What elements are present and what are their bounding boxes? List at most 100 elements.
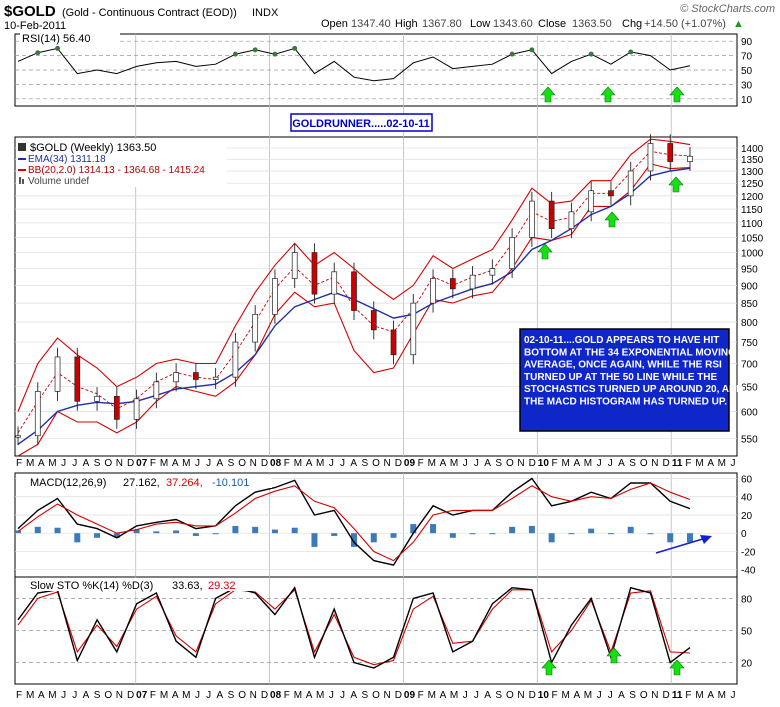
macd-histogram-bar [568, 533, 575, 535]
macd-histogram-bar [627, 526, 634, 534]
price-candle-body [94, 395, 100, 402]
price-x-label: N [517, 458, 524, 469]
macd-histogram-bar [528, 525, 535, 534]
price-x-label: O [372, 458, 380, 469]
price-x-label: J [731, 458, 736, 469]
sto-x-label: N [116, 690, 123, 701]
macd-histogram-bar [667, 533, 674, 543]
price-candle-body [34, 391, 41, 437]
macd-histogram-bar [212, 533, 219, 535]
sto-x-label: F [418, 690, 424, 701]
signal-legend-value: 37.264, [166, 477, 203, 489]
sto-x-label: A [440, 690, 447, 701]
price-legend: $GOLD (Weekly) 1363.50 EMA(34) 1311.18 B… [17, 139, 227, 187]
price-tick-label: 900 [741, 281, 758, 292]
macd-histogram-bar [232, 525, 239, 534]
sto-x-label: A [38, 690, 45, 701]
sto-x-label: O [104, 690, 112, 701]
price-x-label: S [362, 458, 369, 469]
macd-histogram-bar [34, 526, 41, 534]
sto-x-label: A [172, 690, 179, 701]
price-x-label: M [428, 458, 436, 469]
rsi-green-arrow-icon [540, 86, 556, 103]
price-candle-body [272, 278, 278, 315]
price-x-label: A [350, 458, 357, 469]
price-x-label: D [127, 458, 134, 469]
sto-x-label: 10 [538, 690, 550, 701]
sto-x-label: O [238, 690, 246, 701]
macd-tick-label: 20 [741, 511, 753, 522]
macd-histogram-bar [311, 533, 318, 547]
macd-tick-label: -40 [741, 566, 756, 577]
sto-x-label: J [474, 690, 479, 701]
macd-histogram-bar [588, 528, 595, 534]
price-x-label: 08 [270, 458, 282, 469]
macd-legend-value: 27.162, [123, 477, 160, 489]
price-x-label: O [104, 458, 112, 469]
price-x-label: J [474, 458, 479, 469]
hist-legend-value: -10.101 [212, 477, 249, 489]
price-x-label: A [83, 458, 90, 469]
sto-green-arrow-icon [541, 659, 557, 676]
price-tick-label: 1200 [741, 192, 764, 203]
low-value: 1343.60 [493, 18, 533, 30]
price-x-label: A [440, 458, 447, 469]
price-tick-label: 1000 [741, 249, 764, 260]
rsi-overbought-point [55, 45, 61, 51]
price-candle-body [647, 143, 654, 172]
macd-histogram-bar [548, 533, 555, 543]
price-legend-main: $GOLD (Weekly) 1363.50 [30, 142, 156, 154]
sto-x-label: J [463, 690, 468, 701]
sto-x-label: A [306, 690, 313, 701]
sto-tick-label: 80 [741, 594, 753, 605]
sto-x-label: M [48, 690, 56, 701]
macd-histogram-bar [687, 533, 693, 543]
macd-histogram-bar [133, 529, 140, 534]
price-candle-body [469, 274, 476, 290]
macd-line [17, 477, 691, 566]
macd-histogram-bar [449, 533, 456, 538]
price-x-label: M [316, 458, 324, 469]
sto-green-arrow-icon [669, 659, 685, 676]
price-x-label: S [495, 458, 502, 469]
sto-legend: Slow STO %K(14) %D(3) 33.63, 29.32 [17, 578, 257, 592]
macd-histogram-bar [489, 533, 496, 535]
rsi-tick-label: 70 [741, 52, 753, 63]
sto-tick-label: 50 [741, 627, 753, 638]
high-value: 1367.80 [422, 18, 462, 30]
sto-x-label: J [61, 690, 66, 701]
price-x-label: J [195, 458, 200, 469]
sto-x-label: O [506, 690, 514, 701]
sto-x-label: N [384, 690, 391, 701]
macd-histogram-bar [291, 527, 298, 534]
ema-legend-text: EMA(34) 1311.18 [28, 154, 106, 165]
sto-x-label: D [662, 690, 669, 701]
sto-x-label: S [495, 690, 502, 701]
series-layer [15, 45, 693, 669]
price-x-label: J [61, 458, 66, 469]
macd-trend-arrow-head [700, 535, 712, 544]
price-tick-label: 650 [741, 383, 758, 394]
rsi-legend-text: RSI(14) 56.40 [22, 33, 90, 45]
macd-histogram-bar [173, 530, 180, 534]
sto-x-label: 07 [136, 690, 148, 701]
sto-x-label: M [294, 690, 302, 701]
annotation-text: 02-10-11....GOLD APPEARS TO HAVE HIT BOTT… [524, 335, 743, 408]
price-tick-label: 750 [741, 338, 758, 349]
price-x-label: J [608, 458, 613, 469]
price-candle-body [193, 372, 199, 380]
price-tick-label: 700 [741, 360, 758, 371]
price-candle-body [133, 398, 140, 420]
price-candle-body [449, 278, 456, 290]
price-candle-body [608, 190, 614, 197]
header-date: 10-Feb-2011 [4, 20, 66, 32]
sto-green-arrow-icon [606, 647, 622, 664]
price-x-label: S [228, 458, 235, 469]
rsi-line [17, 47, 691, 82]
price-x-label: A [38, 458, 45, 469]
price-x-label: N [384, 458, 391, 469]
sto-x-label: O [372, 690, 380, 701]
macd-histogram-bar [390, 533, 397, 538]
sto-x-label: M [316, 690, 324, 701]
macd-histogram-bar [153, 531, 160, 534]
